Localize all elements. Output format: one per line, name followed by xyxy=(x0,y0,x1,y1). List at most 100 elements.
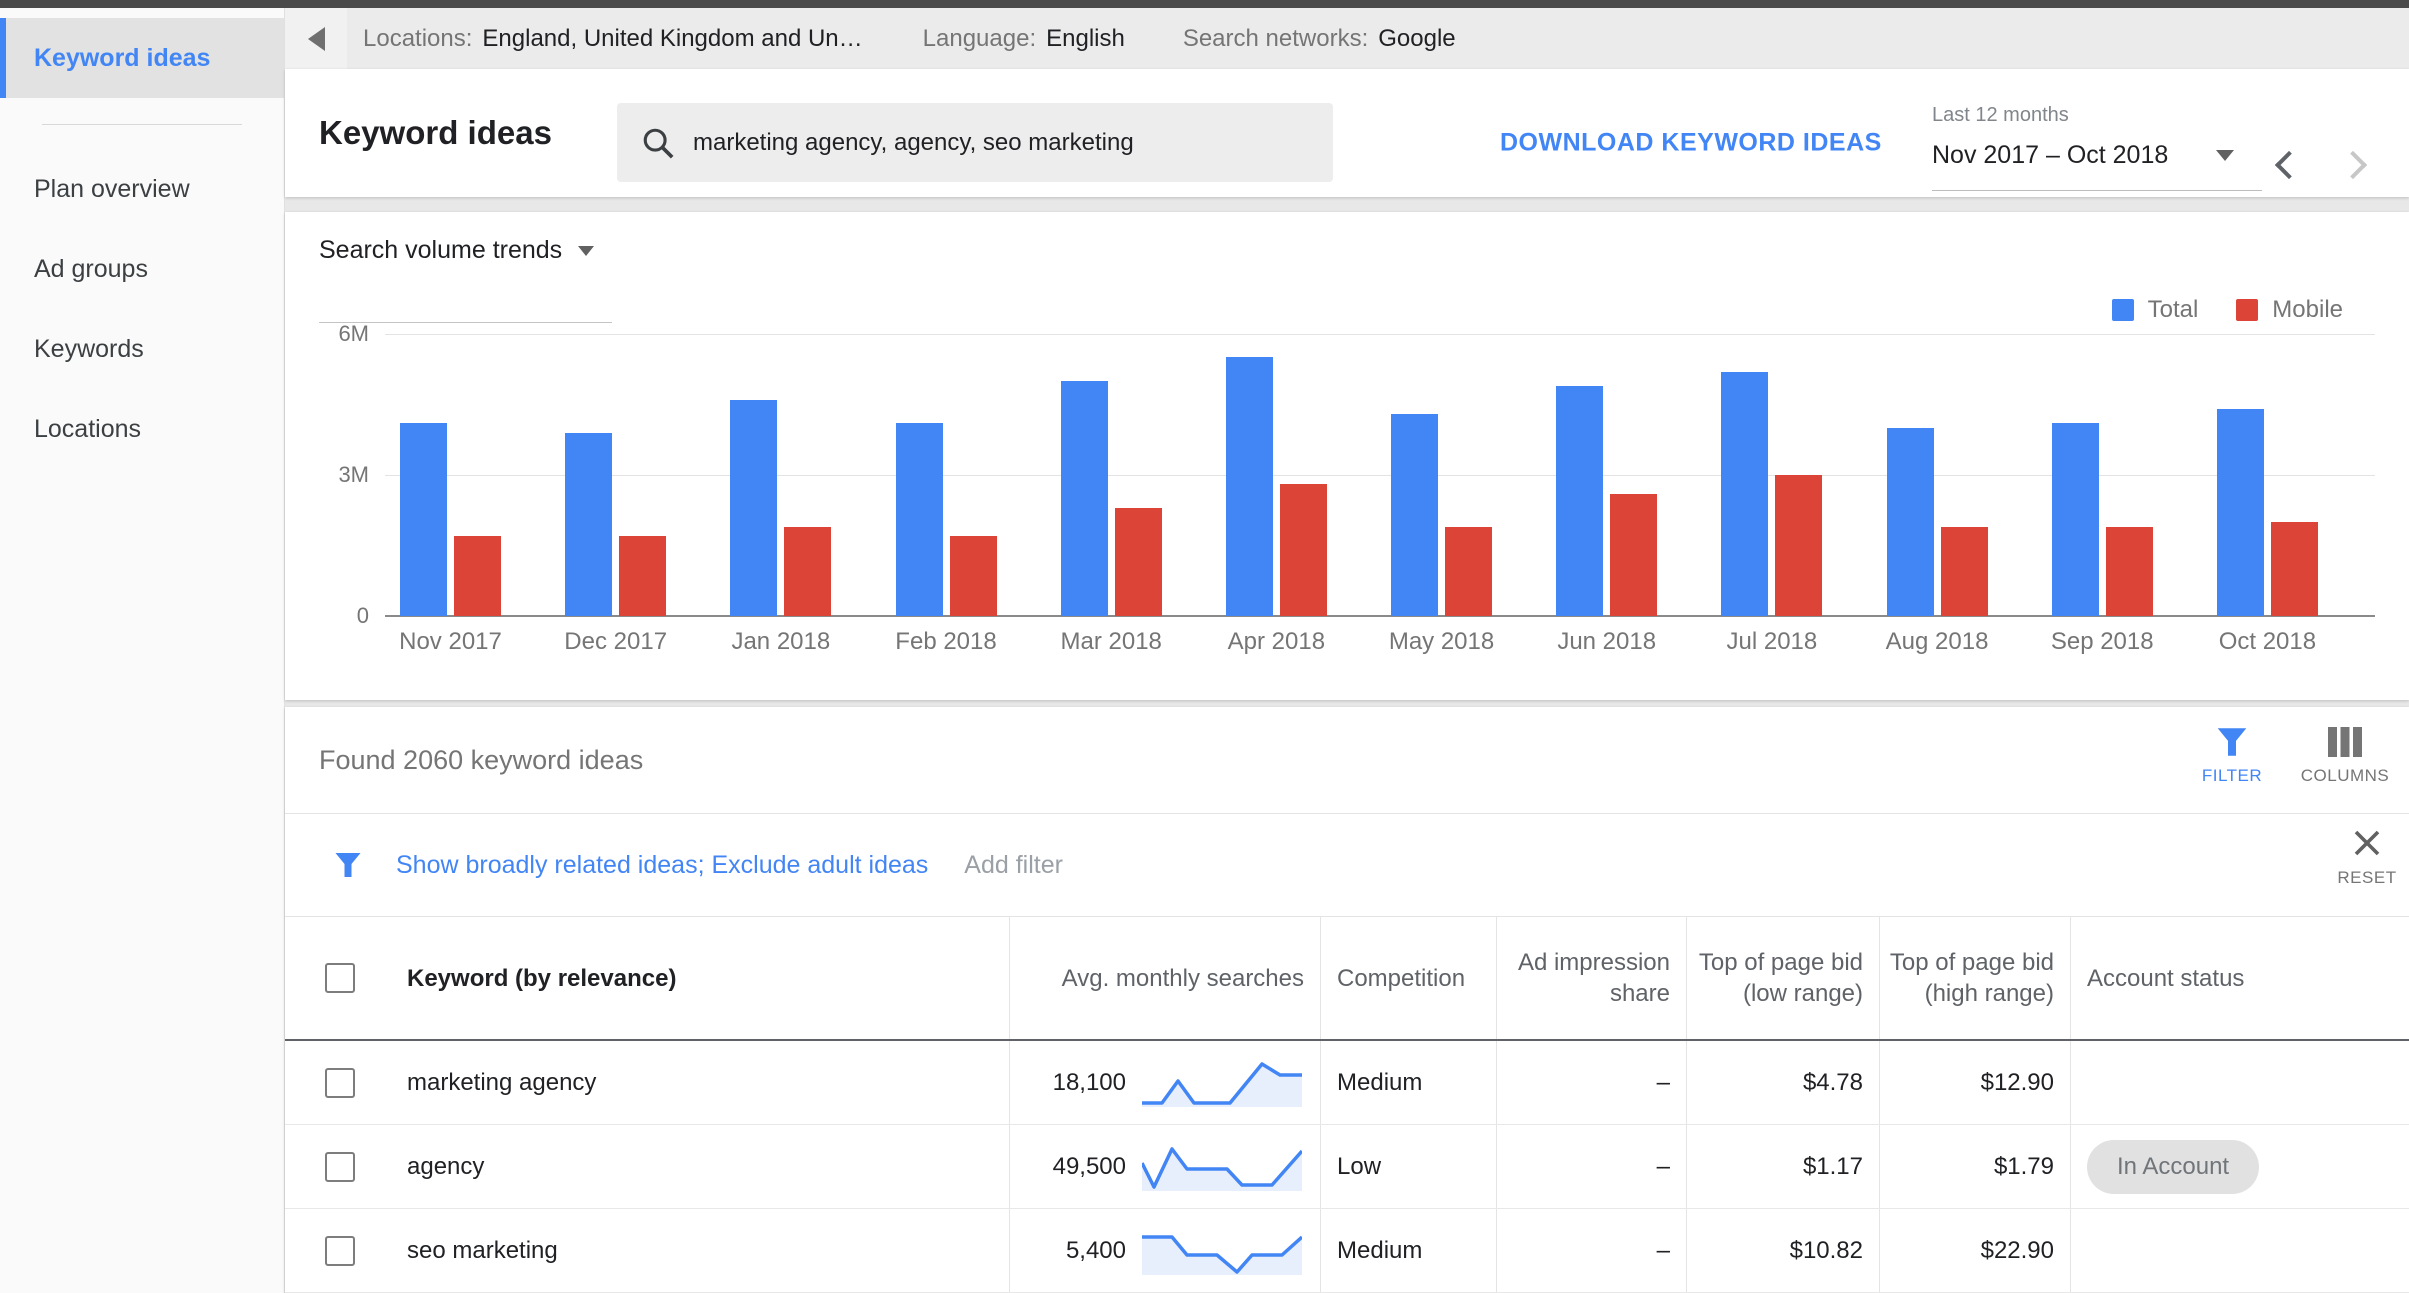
chevron-left-icon[interactable] xyxy=(2274,150,2304,180)
legend-swatch-total xyxy=(2111,299,2134,321)
download-keyword-ideas-button[interactable]: DOWNLOAD KEYWORD IDEAS xyxy=(1500,128,1882,157)
header-card: Keyword ideas DOWNLOAD KEYWORD IDEAS Las… xyxy=(285,69,2409,197)
ad-impression-share-cell: – xyxy=(1497,1041,1687,1124)
competition-cell: Medium xyxy=(1321,1041,1497,1124)
chart-metric-dropdown[interactable]: Search volume trends xyxy=(319,236,595,265)
bar-group-aug-2018: Aug 2018 xyxy=(1886,334,1988,655)
bar-group-jun-2018: Jun 2018 xyxy=(1556,334,1658,655)
mobile-bar xyxy=(1114,508,1162,616)
x-axis-label: Apr 2018 xyxy=(1227,628,1326,655)
x-axis-label: Oct 2018 xyxy=(2218,628,2317,655)
total-bar xyxy=(400,423,447,616)
sidebar-item-keywords[interactable]: Keywords xyxy=(34,334,144,363)
y-axis-tick: 0 xyxy=(356,603,369,628)
avg-monthly-searches-cell: 49,500 xyxy=(1010,1125,1321,1208)
x-axis-label: Aug 2018 xyxy=(1885,628,1989,655)
x-axis-label: Sep 2018 xyxy=(2050,628,2154,655)
total-bar xyxy=(1886,428,1934,616)
x-axis-label: Feb 2018 xyxy=(895,628,997,655)
results-card: Found 2060 keyword ideas FILTER COLUMNS … xyxy=(285,707,2409,1293)
search-trend-sparkline xyxy=(1142,1061,1302,1107)
collapse-panel-button[interactable] xyxy=(285,8,347,69)
mobile-bar xyxy=(949,536,997,616)
in-account-badge: In Account xyxy=(2087,1139,2260,1194)
y-axis-tick: 3M xyxy=(338,462,369,487)
row-checkbox[interactable] xyxy=(325,1067,355,1098)
language-setting[interactable]: Language: English xyxy=(923,25,1125,53)
total-bar xyxy=(1391,414,1439,616)
search-trend-sparkline xyxy=(1142,1234,1302,1275)
header-top-bid-high[interactable]: Top of page bid (high range) xyxy=(1880,917,2071,1039)
top-bid-high-cell: $22.90 xyxy=(1880,1209,2071,1292)
mobile-bar xyxy=(2270,522,2318,616)
select-all-checkbox[interactable] xyxy=(325,963,355,993)
locations-value: England, United Kingdom and Un… xyxy=(482,24,863,52)
header-top-bid-low[interactable]: Top of page bid (low range) xyxy=(1687,917,1880,1039)
gridline xyxy=(385,475,2375,476)
x-axis-label: Jul 2018 xyxy=(1726,628,1818,655)
y-axis-tick: 6M xyxy=(338,321,369,346)
header-ad-impression-share[interactable]: Ad impression share xyxy=(1497,917,1687,1039)
sidebar-item-plan-overview[interactable]: Plan overview xyxy=(34,174,190,203)
competition-cell: Low xyxy=(1321,1125,1497,1208)
bar-group-mar-2018: Mar 2018 xyxy=(1060,334,1162,655)
table-row: seo marketing 5,400 Medium – $10.82 $22.90 xyxy=(285,1209,2409,1293)
page-title: Keyword ideas xyxy=(319,114,552,151)
search-icon xyxy=(643,128,674,158)
chevron-right-icon[interactable] xyxy=(2338,150,2368,180)
total-bar xyxy=(2216,409,2264,616)
total-bar xyxy=(565,433,613,616)
plan-settings-bar: Locations: England, United Kingdom and U… xyxy=(347,8,2409,69)
mobile-bar xyxy=(454,536,501,616)
x-axis-label: Jan 2018 xyxy=(731,628,831,655)
row-checkbox[interactable] xyxy=(325,1151,355,1182)
language-label: Language: xyxy=(922,24,1037,52)
networks-label: Search networks: xyxy=(1182,24,1369,52)
gridline xyxy=(385,334,2375,335)
date-range-dropdown[interactable]: Nov 2017 – Oct 2018 xyxy=(1932,141,2235,170)
bar-group-may-2018: May 2018 xyxy=(1389,334,1494,655)
funnel-icon xyxy=(335,853,361,877)
networks-setting[interactable]: Search networks: Google xyxy=(1183,25,1456,53)
legend-label-mobile: Mobile xyxy=(2272,296,2343,323)
sidebar-item-keyword-ideas[interactable]: Keyword ideas xyxy=(0,18,284,98)
chart-metric-label: Search volume trends xyxy=(319,236,563,264)
columns-button[interactable]: COLUMNS xyxy=(2285,727,2405,786)
legend-label-total: Total xyxy=(2147,296,2199,323)
networks-value: Google xyxy=(1378,24,1456,52)
bar-group-jul-2018: Jul 2018 xyxy=(1721,334,1823,655)
add-filter-button[interactable]: Add filter xyxy=(964,850,1063,879)
avg-monthly-searches-cell: 18,100 xyxy=(1010,1041,1321,1124)
columns-icon xyxy=(2328,727,2362,757)
avg-searches-value: 49,500 xyxy=(1052,1152,1126,1180)
bar-group-nov-2017: Nov 2017 xyxy=(399,334,502,655)
avg-searches-value: 5,400 xyxy=(1065,1236,1126,1264)
top-bid-low-cell: $10.82 xyxy=(1687,1209,1880,1292)
locations-setting[interactable]: Locations: England, United Kingdom and U… xyxy=(363,25,863,53)
sidebar-item-ad-groups[interactable]: Ad groups xyxy=(34,254,148,283)
filter-bar: Show broadly related ideas; Exclude adul… xyxy=(285,814,2409,917)
header-avg-monthly-searches[interactable]: Avg. monthly searches xyxy=(1010,917,1321,1039)
bar-group-jan-2018: Jan 2018 xyxy=(730,334,832,655)
filter-button[interactable]: FILTER xyxy=(2187,727,2277,786)
header-account-status[interactable]: Account status xyxy=(2087,964,2245,992)
total-bar xyxy=(895,423,943,616)
date-range-value: Nov 2017 – Oct 2018 xyxy=(1932,141,2169,169)
reset-filters-button[interactable]: RESET xyxy=(2327,828,2407,888)
caret-down-icon xyxy=(578,245,595,256)
active-filters-link[interactable]: Show broadly related ideas; Exclude adul… xyxy=(396,850,929,879)
mobile-bar xyxy=(1279,484,1327,616)
header-competition[interactable]: Competition xyxy=(1321,917,1497,1039)
sidebar-divider xyxy=(42,124,242,125)
total-bar xyxy=(730,400,778,616)
total-bar xyxy=(1060,381,1108,616)
bar-group-oct-2018: Oct 2018 xyxy=(2216,334,2318,655)
header-keyword[interactable]: Keyword (by relevance) xyxy=(285,917,1010,1039)
keyword-text: seo marketing xyxy=(407,1236,558,1264)
keyword-search-input[interactable] xyxy=(693,128,1313,157)
found-count-text: Found 2060 keyword ideas xyxy=(319,744,644,775)
row-checkbox[interactable] xyxy=(325,1235,355,1266)
sidebar-item-locations[interactable]: Locations xyxy=(34,414,142,443)
keyword-search-box[interactable] xyxy=(617,103,1333,182)
gridline xyxy=(385,615,2375,617)
